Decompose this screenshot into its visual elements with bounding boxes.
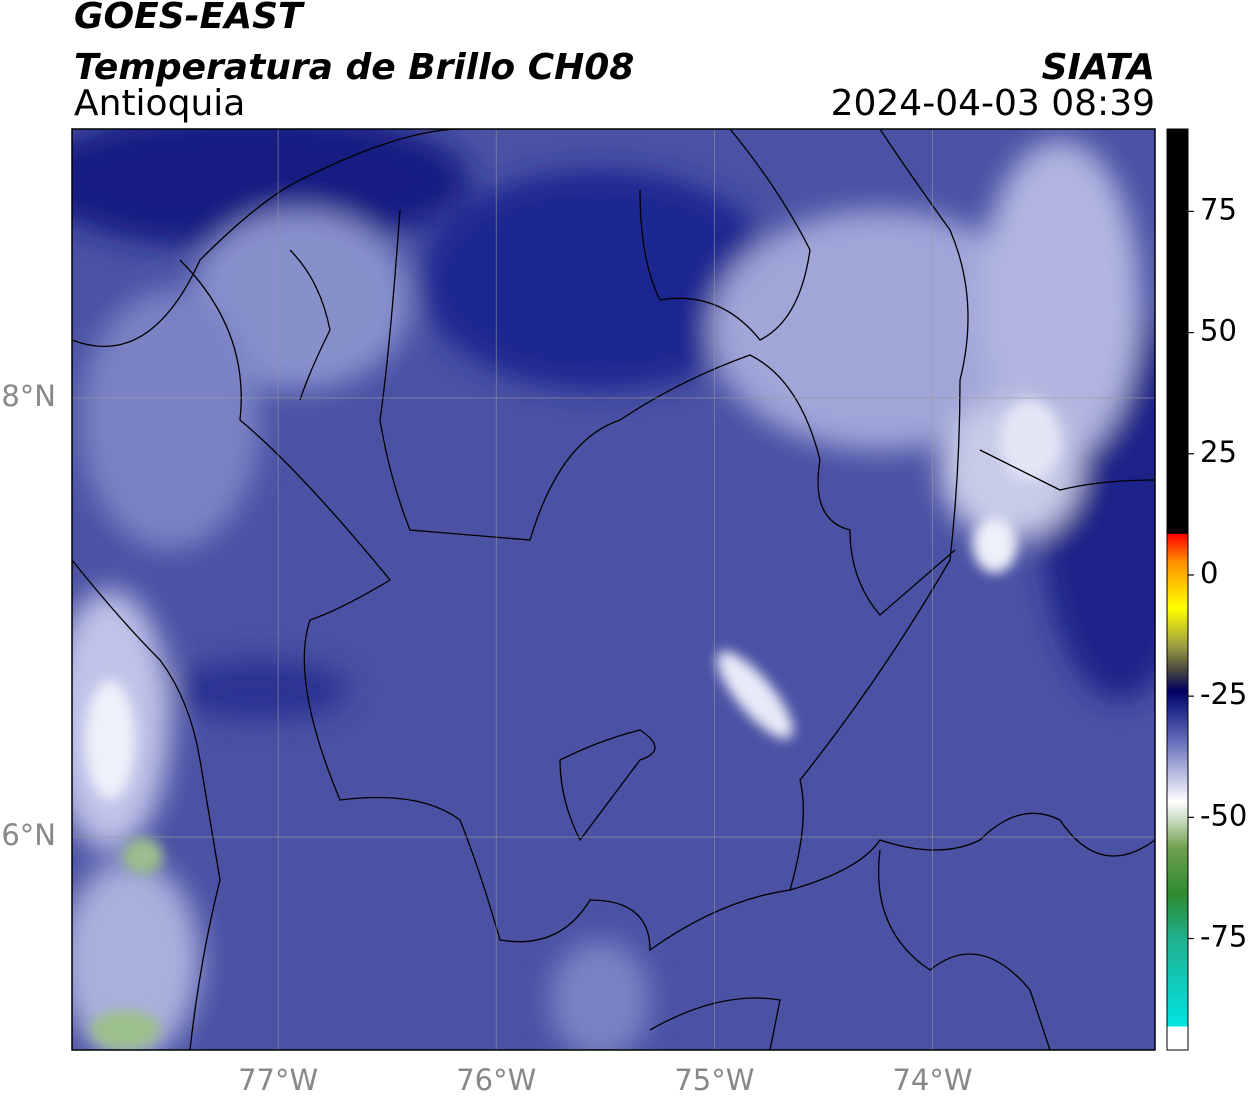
lon-tick-label: 77°W <box>238 1063 318 1097</box>
colorbar-tick-label: 75 <box>1200 192 1237 226</box>
lon-tick-label: 76°W <box>456 1063 536 1097</box>
colorbar-tick-label: 25 <box>1200 435 1237 469</box>
colorbar <box>1166 128 1189 1051</box>
lat-tick-label: 6°N <box>1 818 56 852</box>
colorbar-tick-label: 0 <box>1200 556 1218 590</box>
lon-tick-label: 74°W <box>892 1063 972 1097</box>
lon-tick-label: 75°W <box>674 1063 754 1097</box>
timestamp: 2024-04-03 08:39 <box>831 83 1155 124</box>
title: GOES-EAST <box>74 0 305 37</box>
colorbar-tick-label: -25 <box>1200 677 1247 711</box>
subtitle: Temperatura de Brillo CH08 <box>74 47 634 88</box>
region: Antioquia <box>74 83 245 124</box>
map-frame <box>71 128 1156 1051</box>
source: SIATA <box>1042 47 1155 88</box>
lat-tick-label: 8°N <box>1 379 56 413</box>
satellite-image <box>72 129 1155 1050</box>
colorbar-tick-label: 50 <box>1200 314 1237 348</box>
colorbar-tick-label: -75 <box>1200 920 1247 954</box>
colorbar-tick-label: -50 <box>1200 798 1247 832</box>
